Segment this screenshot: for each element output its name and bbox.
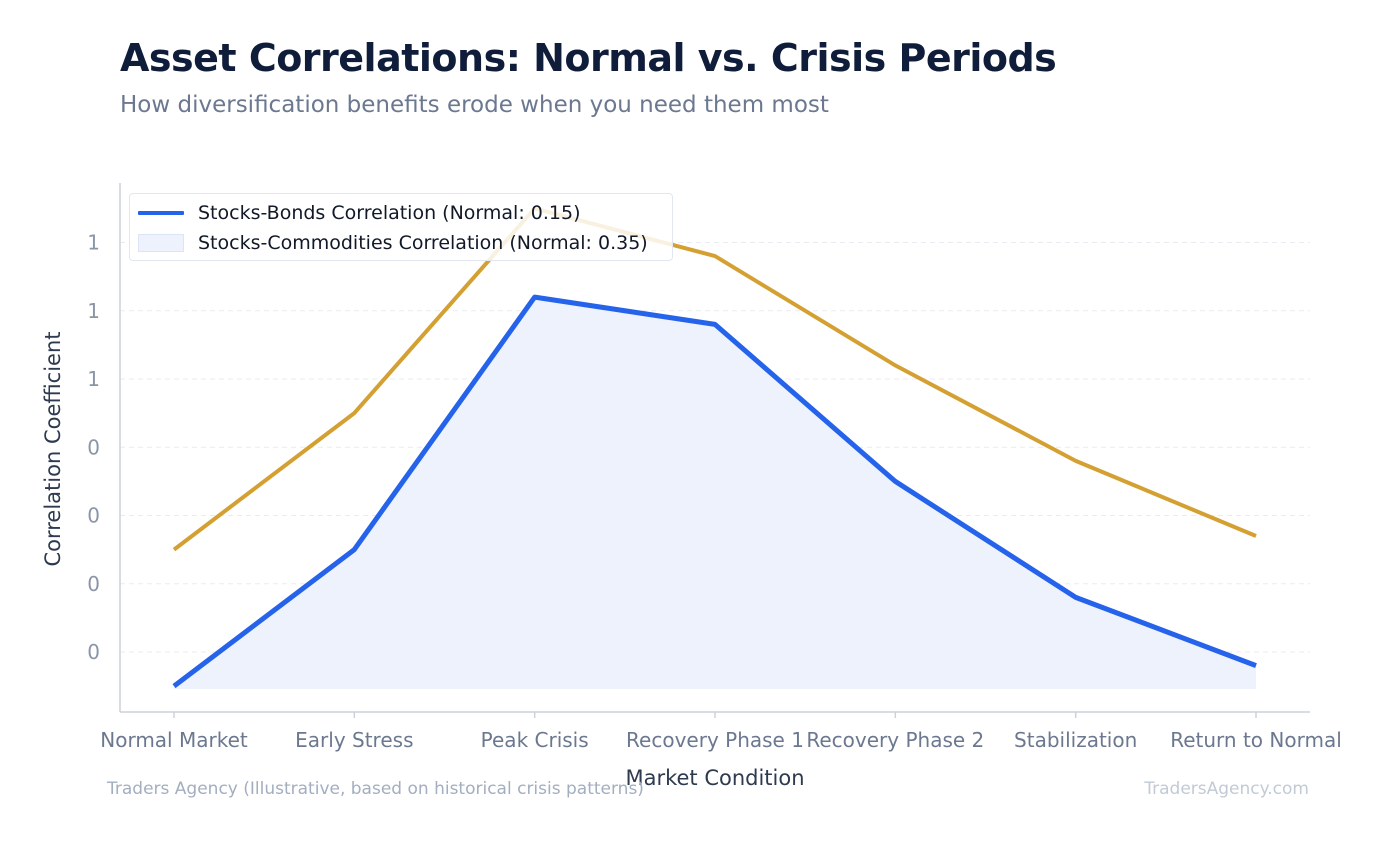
x-tick-label: Return to Normal xyxy=(1170,728,1342,752)
legend-swatch-commodities xyxy=(138,234,184,252)
chart-title: Asset Correlations: Normal vs. Crisis Pe… xyxy=(120,36,1057,80)
x-tick-label: Normal Market xyxy=(100,728,248,752)
legend-label-bonds: Stocks-Bonds Correlation (Normal: 0.15) xyxy=(198,202,581,224)
source-note: Traders Agency (Illustrative, based on h… xyxy=(107,779,644,799)
site-link[interactable]: TradersAgency.com xyxy=(1144,779,1309,799)
legend-item-bonds: Stocks-Bonds Correlation (Normal: 0.15) xyxy=(138,201,581,225)
x-tick-label: Recovery Phase 1 xyxy=(626,728,804,752)
y-tick-labels: 0 0 0 0 1 1 1 xyxy=(87,231,100,665)
chart-legend: Stocks-Bonds Correlation (Normal: 0.15) … xyxy=(129,193,673,261)
y-tick-label: 1 xyxy=(87,367,100,391)
legend-swatch-bonds xyxy=(138,211,184,215)
x-axis-label: Market Condition xyxy=(625,766,804,790)
x-tick-label: Early Stress xyxy=(295,728,413,752)
stocks-bonds-area xyxy=(174,297,1256,689)
y-tick-label: 0 xyxy=(87,640,100,664)
y-tick-label: 1 xyxy=(87,299,100,323)
chart-subtitle: How diversification benefits erode when … xyxy=(120,92,829,118)
x-tick-label: Recovery Phase 2 xyxy=(806,728,984,752)
y-axis-label: Correlation Coefficient xyxy=(41,331,65,566)
stocks-bonds-line xyxy=(172,294,1257,689)
x-tick-label: Peak Crisis xyxy=(481,728,589,752)
y-tick-label: 0 xyxy=(87,435,100,459)
x-tick-label: Stabilization xyxy=(1014,728,1137,752)
y-tick-label: 0 xyxy=(87,504,100,528)
legend-label-commodities: Stocks-Commodities Correlation (Normal: … xyxy=(198,232,648,254)
y-tick-label: 1 xyxy=(87,231,100,255)
axes xyxy=(119,183,1310,718)
stocks-commodities-line xyxy=(172,206,1257,552)
x-tick-labels: Normal Market Early Stress Peak Crisis Reco… xyxy=(100,728,1342,752)
legend-item-commodities: Stocks-Commodities Correlation (Normal: … xyxy=(138,231,648,255)
y-tick-label: 0 xyxy=(87,572,100,596)
